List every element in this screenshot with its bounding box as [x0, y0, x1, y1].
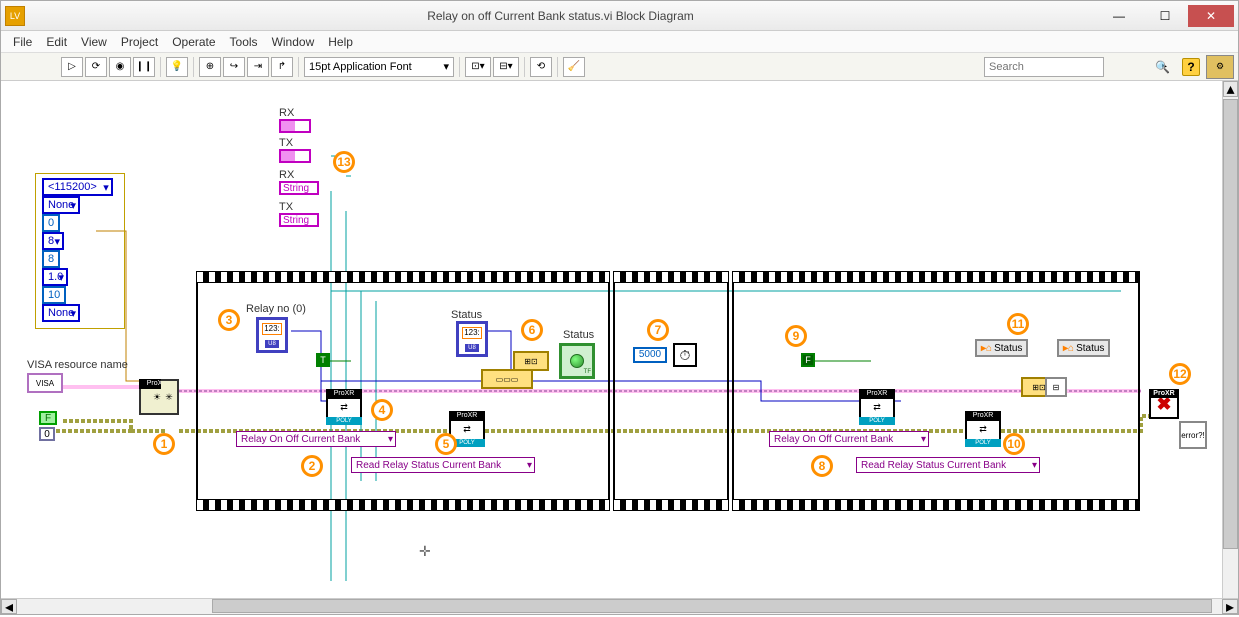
- buffer-const[interactable]: 10: [42, 286, 66, 304]
- bits-combo[interactable]: 8: [42, 232, 64, 250]
- callout-11: 11: [1007, 313, 1029, 335]
- frame-3[interactable]: [732, 271, 1140, 511]
- callout-3: 3: [218, 309, 240, 331]
- menu-tools[interactable]: Tools: [230, 35, 258, 49]
- status-num-label: Status: [451, 309, 482, 321]
- stopbits-const[interactable]: 8: [42, 250, 60, 268]
- wait-function[interactable]: ⏱: [673, 343, 697, 367]
- visa-label: VISA resource name: [27, 359, 128, 371]
- step-out-button[interactable]: ↱: [271, 57, 293, 77]
- tx1-indicator: [279, 149, 311, 166]
- menu-file[interactable]: File: [13, 35, 32, 49]
- run-button[interactable]: ▷: [61, 57, 83, 77]
- proxr-onoff-2[interactable]: ProXR⇄POLY: [859, 389, 895, 425]
- callout-13: 13: [333, 151, 355, 173]
- maximize-button[interactable]: ☐: [1142, 5, 1188, 27]
- status-led: TF: [559, 343, 595, 379]
- poly-select-1[interactable]: Relay On Off Current Bank: [236, 431, 396, 447]
- byte-const[interactable]: 0: [42, 214, 60, 232]
- proxr-onoff-1[interactable]: ProXR⇄POLY: [326, 389, 362, 425]
- run-continuous-button[interactable]: ⟳: [85, 57, 107, 77]
- menu-project[interactable]: Project: [121, 35, 158, 49]
- menu-view[interactable]: View: [81, 35, 107, 49]
- visa-resource-control[interactable]: VISA: [27, 373, 63, 393]
- close-subvi[interactable]: ProXR✖: [1149, 389, 1179, 419]
- true-const[interactable]: T: [316, 353, 330, 367]
- horizontal-scrollbar[interactable]: ◂▸: [1, 598, 1238, 614]
- titlebar: LV Relay on off Current Bank status.vi B…: [1, 1, 1238, 31]
- unbundle-2[interactable]: ⊟: [1045, 377, 1067, 397]
- menu-window[interactable]: Window: [272, 35, 315, 49]
- toolbar: ▷ ⟳ ◉ ❙❙ 💡 ⊕ ↪ ⇥ ↱ 15pt Application Font…: [1, 53, 1238, 81]
- tx2-label: TX: [279, 201, 293, 213]
- highlight-button[interactable]: 💡: [166, 57, 188, 77]
- callout-6: 6: [521, 319, 543, 341]
- status-led-label: Status: [563, 329, 594, 341]
- callout-10: 10: [1003, 433, 1025, 455]
- tx1-label: TX: [279, 137, 293, 149]
- rx1-label: RX: [279, 107, 294, 119]
- vertical-scrollbar[interactable]: ▴: [1222, 81, 1238, 598]
- proxr-read-2[interactable]: ProXR⇄POLY: [965, 411, 1001, 447]
- cleanup-button[interactable]: 🧹: [563, 57, 585, 77]
- help-button[interactable]: ?: [1182, 58, 1200, 76]
- callout-12: 12: [1169, 363, 1191, 385]
- tx2-string: String: [279, 213, 319, 227]
- relay-no-control[interactable]: 123:U8: [256, 317, 288, 353]
- poly-select-3[interactable]: Relay On Off Current Bank: [769, 431, 929, 447]
- align-button[interactable]: ⊡▾: [465, 57, 491, 77]
- menu-edit[interactable]: Edit: [46, 35, 67, 49]
- false-const[interactable]: F: [801, 353, 815, 367]
- close-button[interactable]: ✕: [1188, 5, 1234, 27]
- local-status-read[interactable]: ▸⌂Status: [1057, 339, 1110, 357]
- app-icon: LV: [5, 6, 25, 26]
- local-status-write[interactable]: ▸⌂Status: [975, 339, 1028, 357]
- block-diagram-canvas[interactable]: ▴ <115200> None 0 8 8 1.0: [1, 81, 1238, 598]
- wait-ms-const[interactable]: 5000: [633, 347, 667, 363]
- f-bool-const[interactable]: F: [39, 411, 57, 425]
- error-out: error?!: [1179, 421, 1207, 449]
- search-input[interactable]: [984, 57, 1104, 77]
- status-num-indicator: 123:U8: [456, 321, 488, 357]
- abort-button[interactable]: ◉: [109, 57, 131, 77]
- bundle-1[interactable]: ⊞⊡: [513, 351, 549, 371]
- minimize-button[interactable]: —: [1096, 5, 1142, 27]
- baud-combo[interactable]: <115200>: [42, 178, 113, 196]
- rx2-string: String: [279, 181, 319, 195]
- frame-2[interactable]: [613, 271, 729, 511]
- rx2-label: RX: [279, 169, 294, 181]
- parity1-combo[interactable]: None: [42, 196, 80, 214]
- step-over-button[interactable]: ⇥: [247, 57, 269, 77]
- callout-1: 1: [153, 433, 175, 455]
- window-title: Relay on off Current Bank status.vi Bloc…: [25, 9, 1096, 23]
- step-into-button[interactable]: ↪: [223, 57, 245, 77]
- timeout-combo[interactable]: 1.0: [42, 268, 68, 286]
- distribute-button[interactable]: ⊟▾: [493, 57, 519, 77]
- cursor-icon: ✛: [419, 543, 431, 560]
- menubar: File Edit View Project Operate Tools Win…: [1, 31, 1238, 53]
- pause-button[interactable]: ❙❙: [133, 57, 155, 77]
- callout-4: 4: [371, 399, 393, 421]
- vi-icon[interactable]: ⚙: [1206, 55, 1234, 79]
- zero-const[interactable]: 0: [39, 427, 55, 441]
- reorder-button[interactable]: ⟲: [530, 57, 552, 77]
- config-cluster: <115200> None 0 8 8 1.0 10 None: [35, 173, 125, 329]
- relay-no-label: Relay no (0): [246, 303, 306, 315]
- rx1-indicator: [279, 119, 311, 136]
- menu-operate[interactable]: Operate: [172, 35, 215, 49]
- poly-select-2[interactable]: Read Relay Status Current Bank: [351, 457, 535, 473]
- callout-8: 8: [811, 455, 833, 477]
- poly-select-4[interactable]: Read Relay Status Current Bank: [856, 457, 1040, 473]
- callout-7: 7: [647, 319, 669, 341]
- init-subvi-b[interactable]: ✳: [161, 379, 179, 415]
- font-combo[interactable]: 15pt Application Font▾: [304, 57, 454, 77]
- parity2-combo[interactable]: None: [42, 304, 80, 322]
- callout-2: 2: [301, 455, 323, 477]
- callout-9: 9: [785, 325, 807, 347]
- menu-help[interactable]: Help: [328, 35, 353, 49]
- array-build-1[interactable]: ▭▭▭: [481, 369, 533, 389]
- callout-5: 5: [435, 433, 457, 455]
- probe-button[interactable]: ⊕: [199, 57, 221, 77]
